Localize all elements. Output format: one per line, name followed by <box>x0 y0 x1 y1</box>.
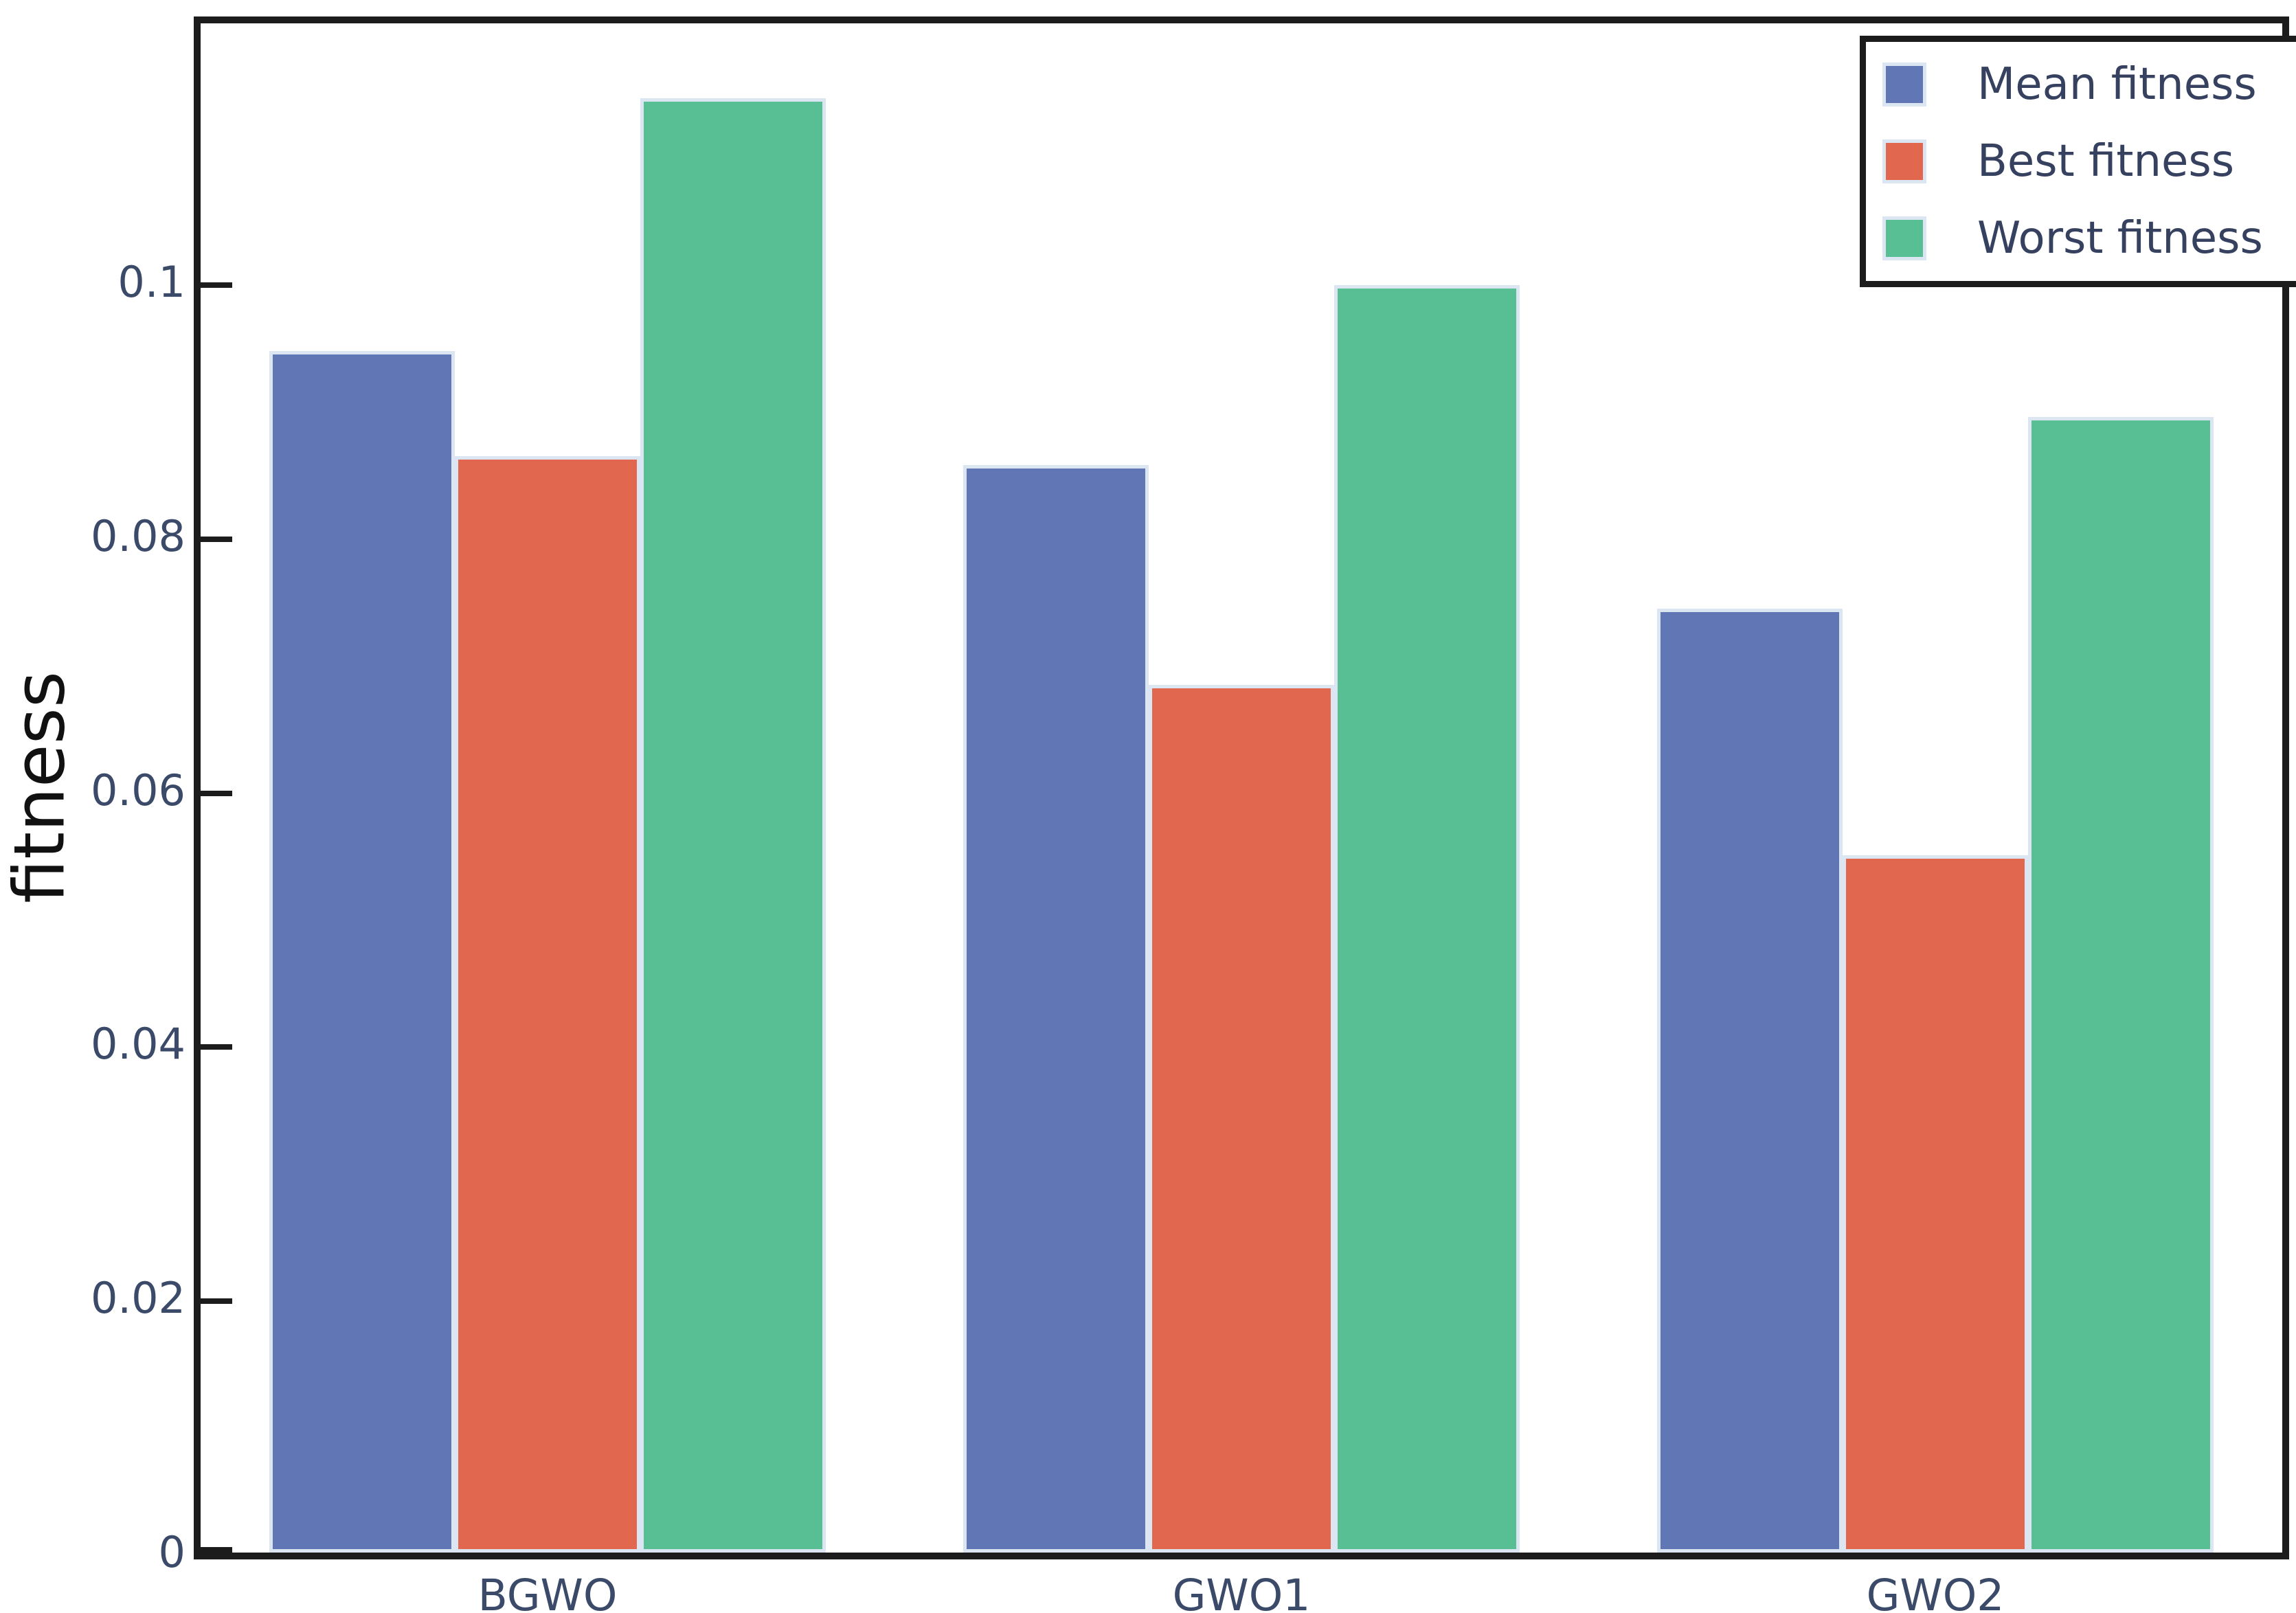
y-tick-mark-0.08 <box>201 537 232 542</box>
y-tick-label-0.06: 0.06 <box>90 765 185 815</box>
y-tick-label-0.1: 0.1 <box>117 257 185 307</box>
y-tick-label-0.04: 0.04 <box>90 1019 185 1069</box>
best-fitness-swatch <box>1882 139 1926 183</box>
plot-area: Mean fitness Best fitness Worst fitness <box>194 16 2296 1559</box>
legend-item-mean: Mean fitness <box>1882 58 2291 111</box>
legend-label-worst: Worst fitness <box>1977 213 2263 264</box>
y-tick-mark-0.04 <box>201 1044 232 1050</box>
y-tick-label-0.02: 0.02 <box>90 1273 185 1323</box>
y-tick-label-0: 0 <box>158 1527 185 1577</box>
y-tick-mark-0.1 <box>201 282 232 288</box>
y-tick-label-0.08: 0.08 <box>90 511 185 561</box>
y-tick-mark-0.02 <box>201 1298 232 1304</box>
legend-label-best: Best fitness <box>1977 136 2235 187</box>
bar-GWO2-best <box>1843 855 2028 1553</box>
bar-GWO1-mean <box>963 465 1149 1553</box>
bar-BGWO-worst <box>640 98 826 1553</box>
worst-fitness-swatch <box>1882 216 1926 260</box>
legend-label-mean: Mean fitness <box>1977 59 2257 110</box>
bar-GWO2-worst <box>2028 417 2214 1553</box>
bar-BGWO-mean <box>269 351 455 1553</box>
x-tick-label-BGWO: BGWO <box>477 1570 618 1613</box>
bar-GWO2-mean <box>1657 609 1843 1553</box>
bar-BGWO-best <box>455 456 640 1553</box>
x-tick-label-GWO2: GWO2 <box>1866 1570 2005 1613</box>
y-tick-mark-0.06 <box>201 791 232 796</box>
bar-GWO1-worst <box>1334 285 1520 1553</box>
bar-group-BGWO <box>269 23 826 1553</box>
legend-item-best: Best fitness <box>1882 135 2291 188</box>
legend-item-worst: Worst fitness <box>1882 212 2291 264</box>
mean-fitness-swatch <box>1882 63 1926 106</box>
x-tick-label-GWO1: GWO1 <box>1172 1570 1311 1613</box>
bar-GWO1-best <box>1149 685 1334 1553</box>
y-tick-mark-0 <box>201 1547 232 1553</box>
legend: Mean fitness Best fitness Worst fitness <box>1860 36 2296 287</box>
bar-group-GWO1 <box>963 23 1520 1553</box>
bar-group-GWO2 <box>1657 23 2214 1553</box>
